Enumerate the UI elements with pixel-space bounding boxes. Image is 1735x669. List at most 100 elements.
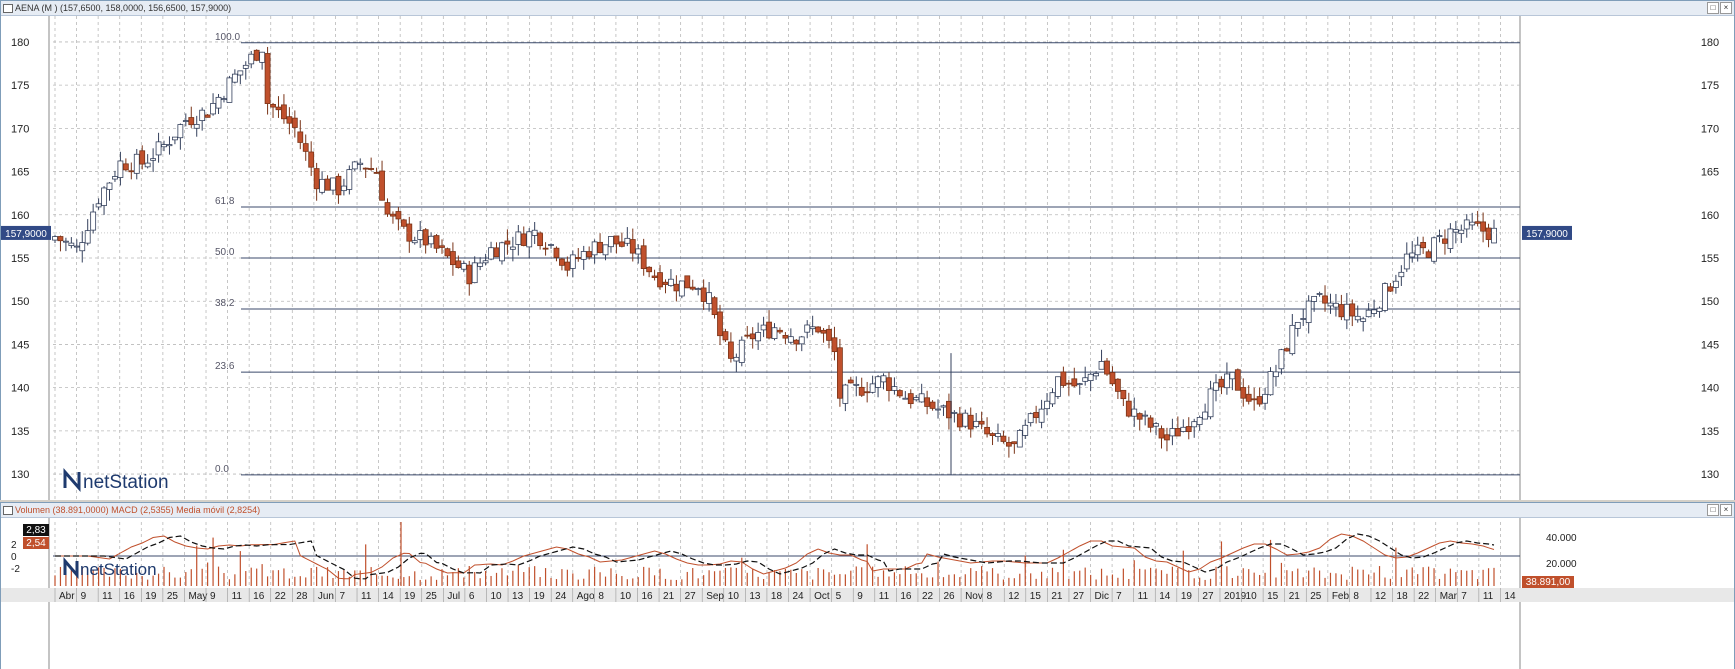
candle-body: [826, 328, 832, 341]
price-tag-right-bg: [1522, 225, 1572, 240]
x-axis-label: 24: [555, 591, 567, 602]
x-axis-label: 8: [1353, 591, 1359, 602]
y-tick-label-left: 130: [11, 469, 29, 481]
candle-body: [804, 324, 811, 333]
x-axis-label: 16: [124, 591, 136, 602]
candle-body: [1409, 252, 1416, 258]
candle-body: [962, 412, 969, 427]
price-tag-left: 157,9000: [5, 229, 47, 240]
price-tag-left-bg: [1, 225, 51, 240]
candle-body: [106, 182, 113, 190]
y-tick-label-right: 150: [1701, 296, 1719, 308]
candle-body: [477, 262, 484, 267]
candle-body: [1202, 411, 1209, 420]
x-axis-label: 13: [749, 591, 761, 602]
pane-icon: [3, 506, 13, 515]
x-axis-label: 8: [987, 591, 993, 602]
candle-body: [608, 236, 614, 248]
candle-body: [379, 170, 385, 201]
candle-body: [777, 329, 783, 333]
candle-body: [172, 136, 178, 141]
candle-body: [1005, 442, 1012, 447]
candle-body: [1071, 378, 1078, 387]
x-axis-label: 2019: [1224, 591, 1247, 602]
maximize-icon[interactable]: □: [1707, 2, 1719, 14]
candle-body: [973, 420, 980, 428]
x-axis-label: 7: [1116, 591, 1122, 602]
candle-body: [875, 376, 881, 388]
volume-macd-chart[interactable]: 20-2 40.000 20.000 2,83 2,54 38.891,00 netStat…: [1, 518, 1734, 669]
candle-body: [924, 397, 931, 407]
close-icon[interactable]: ×: [1720, 2, 1732, 14]
x-axis-label: 10: [728, 591, 740, 602]
close-icon[interactable]: ×: [1720, 504, 1732, 516]
candle-body: [1414, 244, 1421, 256]
candle-body: [984, 426, 990, 435]
x-axis-label: 27: [685, 591, 697, 602]
x-axis-label: 22: [275, 591, 287, 602]
x-axis-label: 11: [879, 591, 890, 602]
x-axis-label: 21: [1289, 591, 1301, 602]
x-axis-label: 15: [1267, 591, 1279, 602]
candle-body: [978, 420, 985, 425]
candle-body: [1087, 373, 1094, 382]
price-pane-title-bar: AENA (M ) (157,6500, 158,0000, 156,6500,…: [1, 1, 1734, 16]
candle-body: [706, 292, 712, 304]
signal-line: [55, 533, 1495, 580]
candle-body: [1098, 361, 1105, 370]
candle-body: [1120, 389, 1127, 400]
candle-body: [1267, 371, 1274, 396]
y-tick-label-left: 145: [11, 339, 29, 351]
candle-body: [613, 235, 620, 245]
x-axis-label: 25: [1310, 591, 1322, 602]
candle-body: [1474, 221, 1481, 224]
candle-body: [1044, 400, 1050, 410]
candle-body: [738, 339, 745, 363]
y-tick-label-right: 145: [1701, 339, 1719, 351]
candle-body: [237, 70, 244, 76]
x-axis-label: Oct: [814, 591, 830, 602]
candle-body: [1196, 417, 1203, 425]
candle-body: [177, 124, 184, 139]
candle-body: [1038, 408, 1045, 423]
x-axis-label: 14: [383, 591, 395, 602]
candle-body: [324, 178, 331, 191]
candle-body: [782, 335, 789, 339]
candle-body: [482, 260, 489, 264]
candle-body: [771, 327, 778, 340]
x-axis-label: Feb: [1332, 591, 1350, 602]
candle-body: [79, 242, 86, 252]
volume-tick-label: 20.000: [1546, 559, 1577, 570]
maximize-icon[interactable]: □: [1707, 504, 1719, 516]
candle-body: [526, 231, 533, 248]
y-tick-label-right: 155: [1701, 253, 1719, 265]
candle-body: [395, 211, 402, 220]
candle-body: [689, 286, 696, 290]
candle-body: [657, 272, 663, 288]
x-axis-label: 27: [1202, 591, 1214, 602]
candle-body: [668, 278, 674, 287]
candle-body: [624, 237, 631, 244]
x-axis-label: 19: [1181, 591, 1193, 602]
x-axis-label: 21: [1051, 591, 1063, 602]
macd-tick-label: -2: [11, 564, 20, 575]
candle-body: [422, 229, 429, 246]
candle-body: [695, 288, 702, 291]
candle-body: [869, 383, 876, 393]
candle-body: [161, 144, 167, 148]
candle-body: [215, 96, 222, 109]
candle-body: [1387, 286, 1394, 292]
candle-body: [569, 254, 576, 269]
candle-body: [1065, 382, 1072, 385]
candle-body: [330, 177, 336, 191]
candle-body: [678, 280, 685, 297]
x-axis-label: 11: [361, 591, 372, 602]
candle-body: [1027, 413, 1034, 424]
candlestick-chart[interactable]: 180 180 175 175 170 170 165 165 160 160 155 155 150 1…: [1, 16, 1734, 500]
macd-tick-label: 0: [11, 552, 17, 563]
candle-body: [880, 375, 887, 383]
candle-body: [150, 158, 157, 161]
y-tick-label-right: 135: [1701, 426, 1719, 438]
x-axis-label: Dic: [1095, 591, 1109, 602]
candle-body: [1469, 221, 1476, 226]
